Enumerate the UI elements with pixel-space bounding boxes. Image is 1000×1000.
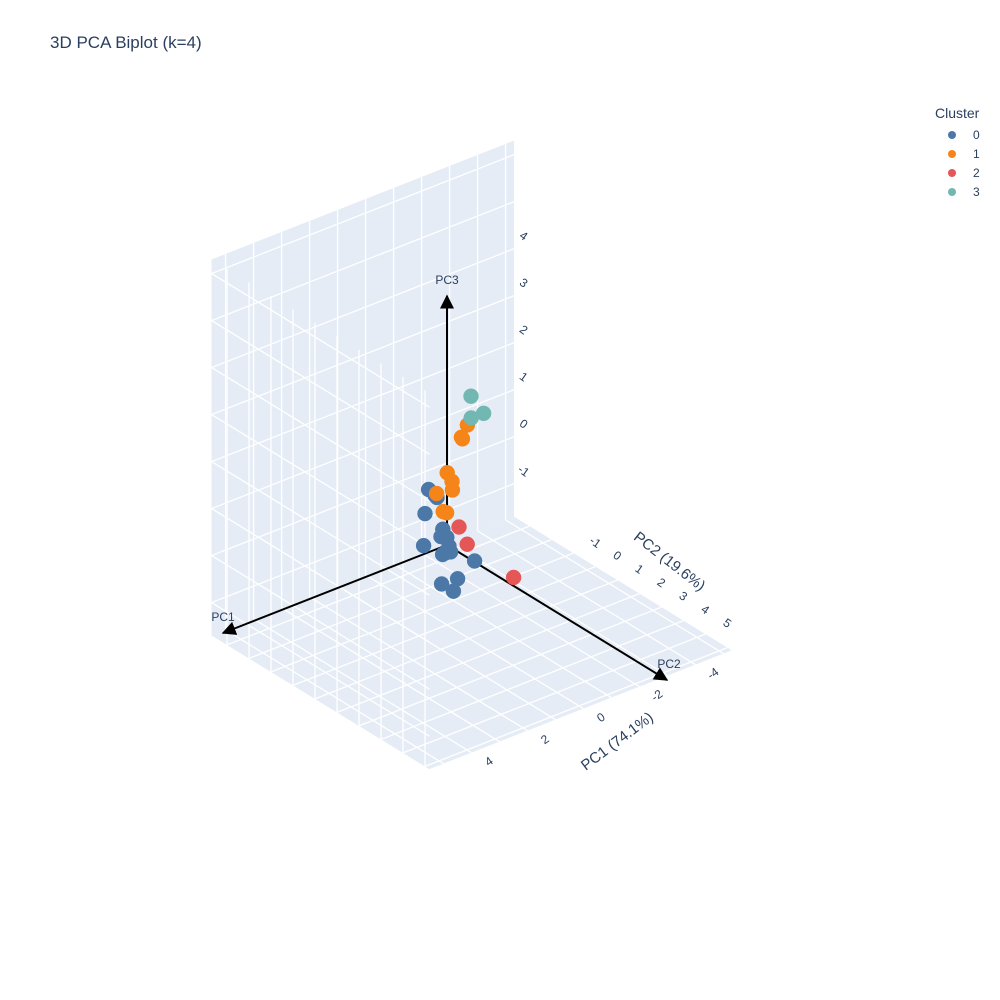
tick-label-pc1: -4 [705, 664, 722, 682]
grid-y-line [226, 525, 530, 646]
tick-label-pc3: 2 [517, 322, 531, 337]
data-point-cluster-0[interactable] [439, 529, 455, 546]
arrow-label-pc3: PC3 [435, 273, 459, 287]
data-point-cluster-1[interactable] [428, 485, 445, 502]
grid-x-line [281, 607, 500, 743]
grid-y-line [292, 565, 596, 687]
legend-item-cluster-2[interactable]: 2 [935, 163, 980, 182]
data-point-cluster-0[interactable] [449, 571, 466, 587]
scene-walls [211, 140, 732, 770]
arrow-pc2 [446, 544, 669, 681]
grid-y-line [424, 646, 728, 768]
grid-y-line [402, 633, 706, 754]
legend-label-1: 1 [973, 146, 980, 161]
arrow-label-pc1: PC1 [211, 610, 235, 624]
grid-x-line [309, 596, 528, 732]
tick-label-pc3: 3 [517, 275, 531, 290]
grid-z-line [211, 483, 515, 604]
grid-y-line [358, 606, 662, 727]
legend-item-cluster-0[interactable]: 0 [935, 125, 980, 144]
legend-label-3: 3 [973, 184, 980, 199]
legend-item-cluster-3[interactable]: 3 [935, 182, 980, 201]
legend-label-2: 2 [973, 165, 980, 180]
tick-label-pc2: 2 [655, 575, 669, 590]
tick-label-pc3: 1 [517, 369, 531, 384]
grid-x-line [225, 629, 444, 765]
data-point-cluster-2[interactable] [459, 536, 475, 552]
tick-label-pc1: -2 [649, 686, 666, 704]
tick-label-pc3: 4 [517, 228, 531, 243]
data-point-cluster-0[interactable] [466, 553, 483, 569]
axis-title-pc1: PC1 (74.1%) [578, 709, 657, 774]
grid-z-line [211, 201, 515, 322]
tick-label-pc2: 3 [677, 588, 691, 603]
scene-gridlines [211, 143, 728, 768]
legend-item-cluster-1[interactable]: 1 [935, 144, 980, 163]
data-point-cluster-1[interactable] [435, 503, 451, 520]
grid-x-line [337, 585, 556, 721]
tick-label-pc3: -1 [515, 462, 532, 480]
data-point-cluster-0[interactable] [415, 537, 432, 554]
data-point-cluster-2[interactable] [505, 569, 522, 586]
floor [211, 516, 732, 770]
grid-z-line [211, 389, 515, 510]
data-point-cluster-2[interactable] [451, 519, 467, 535]
data-point-cluster-3[interactable] [475, 405, 492, 422]
grid-x-line [449, 541, 668, 677]
grid-z-line [211, 295, 515, 416]
grid-z-line [211, 601, 430, 737]
tick-label-pc2: 4 [699, 602, 713, 617]
tick-label-pc2: 0 [611, 548, 625, 563]
grid-x-line [253, 618, 472, 754]
chart-title: 3D PCA Biplot (k=4) [50, 33, 202, 52]
arrow-pc1 [221, 544, 448, 635]
grid-x-line [365, 574, 584, 710]
data-points [415, 388, 522, 599]
tick-label-pc1: 2 [538, 732, 552, 747]
grid-x-line [505, 519, 724, 655]
legend-swatch-3 [948, 187, 956, 196]
data-point-cluster-0[interactable] [433, 576, 450, 592]
grid-y-line [380, 619, 684, 741]
legend-title: Cluster [935, 105, 980, 121]
tick-label-pc2: -1 [587, 533, 604, 551]
legend: Cluster 0 1 2 3 [935, 105, 980, 201]
grid-x-line [393, 563, 612, 699]
grid-z-line [211, 554, 430, 690]
grid-z-line [211, 154, 515, 275]
data-point-cluster-0[interactable] [417, 505, 433, 522]
data-point-cluster-1[interactable] [453, 429, 470, 446]
legend-swatch-1 [948, 149, 956, 158]
grid-z-line [211, 342, 515, 463]
grid-y-line [336, 592, 640, 714]
legend-swatch-0 [948, 130, 956, 139]
legend-swatch-2 [948, 168, 956, 177]
tick-label-pc3: 0 [517, 416, 531, 431]
tick-label-pc2: 5 [721, 615, 735, 630]
grid-x-line [477, 530, 696, 666]
tick-label-pc1: 0 [594, 710, 608, 725]
legend-label-0: 0 [973, 127, 980, 142]
tick-label-pc2: 1 [633, 561, 647, 576]
tick-label-pc1: 4 [482, 754, 496, 769]
grid-y-line [270, 552, 574, 673]
grid-z-line [211, 436, 515, 557]
grid-z-line [211, 248, 515, 369]
grid-y-line [248, 538, 552, 660]
arrow-label-pc2: PC2 [657, 657, 681, 671]
data-point-cluster-0[interactable] [442, 544, 459, 560]
data-point-cluster-1[interactable] [444, 473, 460, 490]
grid-y-line [314, 579, 618, 700]
loading-arrows: PC1 PC2 PC3 [211, 273, 681, 681]
grid-z-line [211, 460, 430, 596]
data-point-cluster-3[interactable] [463, 388, 479, 404]
